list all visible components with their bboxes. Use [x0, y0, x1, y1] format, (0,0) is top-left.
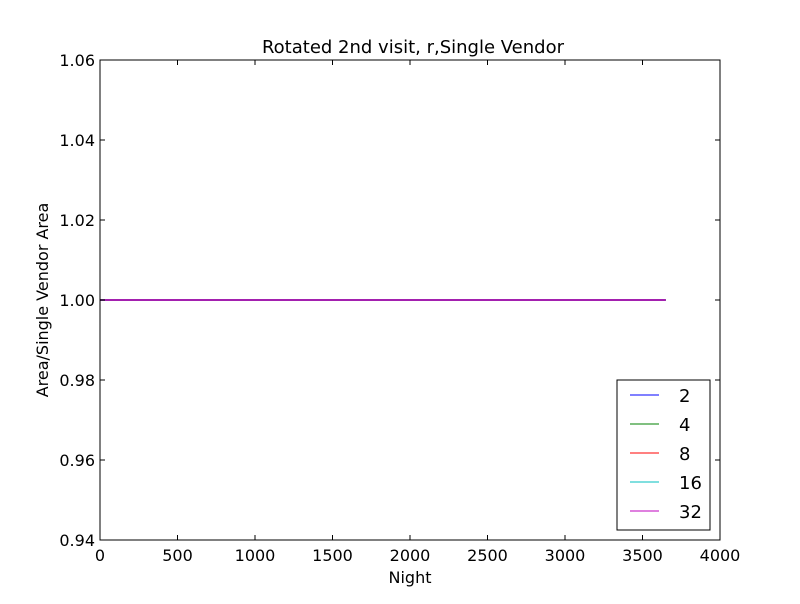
x-tick-label: 1000: [235, 546, 276, 565]
y-tick-label: 0.94: [59, 531, 95, 550]
legend-label-2: 2: [679, 386, 690, 407]
legend-label-16: 16: [679, 473, 702, 494]
y-tick-label: 1.00: [59, 291, 95, 310]
x-axis-label: Night: [389, 568, 432, 587]
x-tick-label: 3000: [545, 546, 586, 565]
x-tick-label: 4000: [700, 546, 741, 565]
y-tick-label: 1.04: [59, 131, 95, 150]
x-tick-label: 0: [95, 546, 105, 565]
legend-box: [616, 379, 711, 531]
plot-frame: [99, 59, 721, 541]
y-tick-label: 0.98: [59, 371, 95, 390]
x-tick-label: 2500: [467, 546, 508, 565]
y-tick-label: 1.02: [59, 211, 95, 230]
x-tick-label: 2000: [390, 546, 431, 565]
x-tick-label: 1500: [312, 546, 353, 565]
y-tick-label: 0.96: [59, 451, 95, 470]
legend-label-4: 4: [679, 415, 690, 436]
tick-layer: 0 500 1000 1500 2000 2500 3000 3500 4000 0.94 0.96…: [59, 51, 740, 565]
x-tick-label: 500: [162, 546, 193, 565]
y-axis-label: Area/Single Vendor Area: [33, 203, 52, 398]
x-tick-label: 3500: [622, 546, 663, 565]
legend-label-32: 32: [679, 502, 702, 523]
y-tick-label: 1.06: [59, 51, 95, 70]
legend-label-8: 8: [679, 444, 690, 465]
chart-title: Rotated 2nd visit, r,Single Vendor: [262, 37, 565, 58]
legend: 2 4 8 16 32: [616, 379, 711, 531]
